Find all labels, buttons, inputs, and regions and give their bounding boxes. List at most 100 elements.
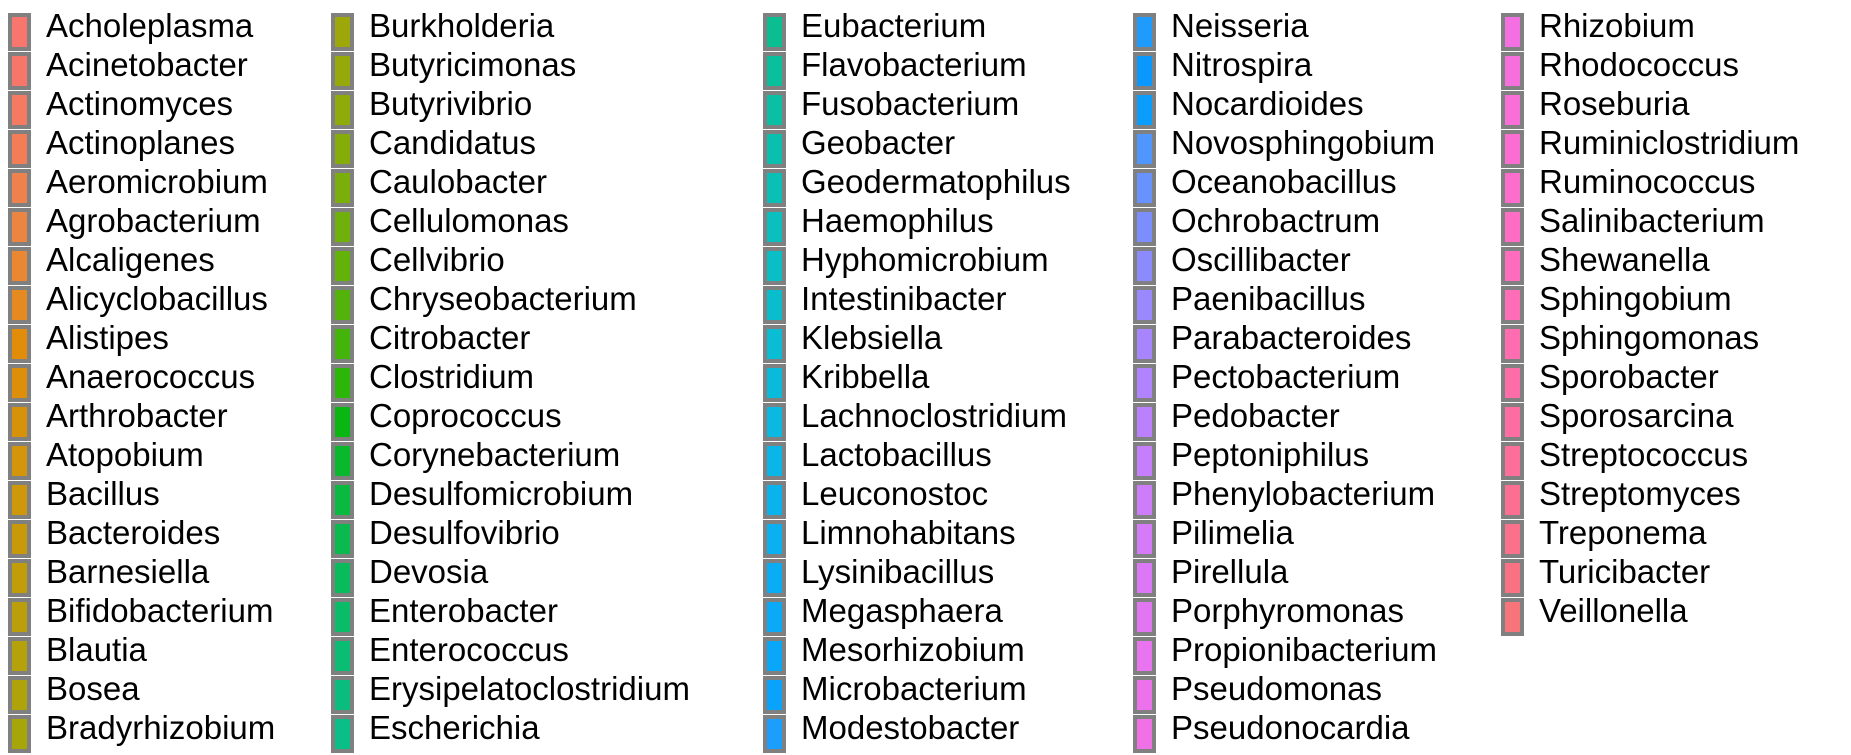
legend-swatch <box>763 169 786 207</box>
legend-label: Veillonella <box>1539 592 1688 629</box>
legend-label: Blautia <box>46 631 147 668</box>
legend-label: Phenylobacterium <box>1171 475 1436 512</box>
legend-label: Agrobacterium <box>46 202 261 239</box>
legend-label: Sphingobium <box>1539 280 1732 317</box>
legend-label: Nitrospira <box>1171 46 1313 83</box>
legend-swatch <box>331 247 354 285</box>
legend-swatch <box>1501 52 1524 90</box>
legend-swatch <box>763 637 786 675</box>
legend-label: Treponema <box>1539 514 1707 551</box>
legend-label: Bradyrhizobium <box>46 709 276 746</box>
legend-swatch <box>331 559 354 597</box>
legend-swatch <box>1501 286 1524 324</box>
legend-label: Ochrobactrum <box>1171 202 1381 239</box>
legend-label: Streptomyces <box>1539 475 1741 512</box>
legend-swatch <box>8 91 31 129</box>
legend-swatch <box>8 559 31 597</box>
legend-swatch <box>1501 130 1524 168</box>
legend-swatch <box>8 403 31 441</box>
legend-label: Paenibacillus <box>1171 280 1366 317</box>
legend-swatch <box>8 598 31 636</box>
legend-label: Caulobacter <box>369 163 547 200</box>
legend-label: Fusobacterium <box>801 85 1020 122</box>
legend-swatch <box>763 325 786 363</box>
legend-swatch <box>763 247 786 285</box>
legend-label: Intestinibacter <box>801 280 1007 317</box>
legend-swatch <box>8 325 31 363</box>
legend-swatch <box>1133 286 1156 324</box>
legend-swatch <box>1501 481 1524 519</box>
legend-label: Citrobacter <box>369 319 531 356</box>
legend-label: Aeromicrobium <box>46 163 268 200</box>
legend-swatch <box>8 13 31 51</box>
legend-label: Bacteroides <box>46 514 221 551</box>
legend-swatch <box>1133 364 1156 402</box>
legend-label: Ruminiclostridium <box>1539 124 1800 161</box>
legend-label: Bosea <box>46 670 140 707</box>
legend-swatch <box>763 52 786 90</box>
legend-label: Escherichia <box>369 709 540 746</box>
legend-label: Alistipes <box>46 319 169 356</box>
legend-swatch <box>763 286 786 324</box>
legend-label: Cellvibrio <box>369 241 505 278</box>
legend-label: Rhizobium <box>1539 7 1695 44</box>
legend-swatch <box>763 442 786 480</box>
legend-label: Pirellula <box>1171 553 1289 590</box>
legend-swatch <box>1133 403 1156 441</box>
legend-swatch <box>1501 364 1524 402</box>
legend-label: Clostridium <box>369 358 535 395</box>
legend-label: Shewanella <box>1539 241 1710 278</box>
legend-swatch <box>763 364 786 402</box>
legend-label: Devosia <box>369 553 489 590</box>
legend-swatch <box>1133 325 1156 363</box>
legend-label: Desulfomicrobium <box>369 475 634 512</box>
legend-swatch <box>331 520 354 558</box>
legend-label: Sporosarcina <box>1539 397 1734 434</box>
legend-label: Porphyromonas <box>1171 592 1404 629</box>
legend-label: Actinoplanes <box>46 124 235 161</box>
legend-swatch <box>1133 52 1156 90</box>
legend-label: Peptoniphilus <box>1171 436 1370 473</box>
legend-swatch <box>1501 325 1524 363</box>
legend-swatch <box>331 715 354 753</box>
legend-swatch <box>763 676 786 714</box>
legend-swatch <box>1133 130 1156 168</box>
legend-swatch <box>763 13 786 51</box>
legend-swatch <box>8 676 31 714</box>
legend-label: Atopobium <box>46 436 204 473</box>
legend-swatch <box>1501 13 1524 51</box>
legend-label: Bifidobacterium <box>46 592 274 629</box>
legend-swatch <box>8 208 31 246</box>
legend-swatch <box>1501 520 1524 558</box>
legend-label: Rhodococcus <box>1539 46 1739 83</box>
legend-swatch <box>763 130 786 168</box>
legend-label: Anaerococcus <box>46 358 256 395</box>
legend-swatch <box>8 247 31 285</box>
legend-swatch <box>763 598 786 636</box>
legend-swatch <box>8 52 31 90</box>
legend-label: Streptococcus <box>1539 436 1749 473</box>
legend-label: Chryseobacterium <box>369 280 637 317</box>
legend-swatch <box>331 442 354 480</box>
legend-label: Pseudomonas <box>1171 670 1382 707</box>
legend-label: Lysinibacillus <box>801 553 995 590</box>
legend-label: Ruminococcus <box>1539 163 1756 200</box>
legend-label: Sporobacter <box>1539 358 1719 395</box>
legend-swatch <box>1133 715 1156 753</box>
legend-label: Turicibacter <box>1539 553 1711 590</box>
legend-swatch <box>8 169 31 207</box>
legend-label: Cellulomonas <box>369 202 569 239</box>
legend-swatch <box>331 325 354 363</box>
legend-label: Enterococcus <box>369 631 569 668</box>
legend-swatch <box>1501 169 1524 207</box>
legend-label: Propionibacterium <box>1171 631 1437 668</box>
legend-swatch <box>763 520 786 558</box>
legend-swatch <box>1133 637 1156 675</box>
legend-swatch <box>8 520 31 558</box>
legend-swatch <box>331 208 354 246</box>
legend-swatch <box>8 130 31 168</box>
legend-label: Neisseria <box>1171 7 1309 44</box>
legend-swatch <box>1133 91 1156 129</box>
legend-label: Bacillus <box>46 475 160 512</box>
legend-label: Arthrobacter <box>46 397 228 434</box>
